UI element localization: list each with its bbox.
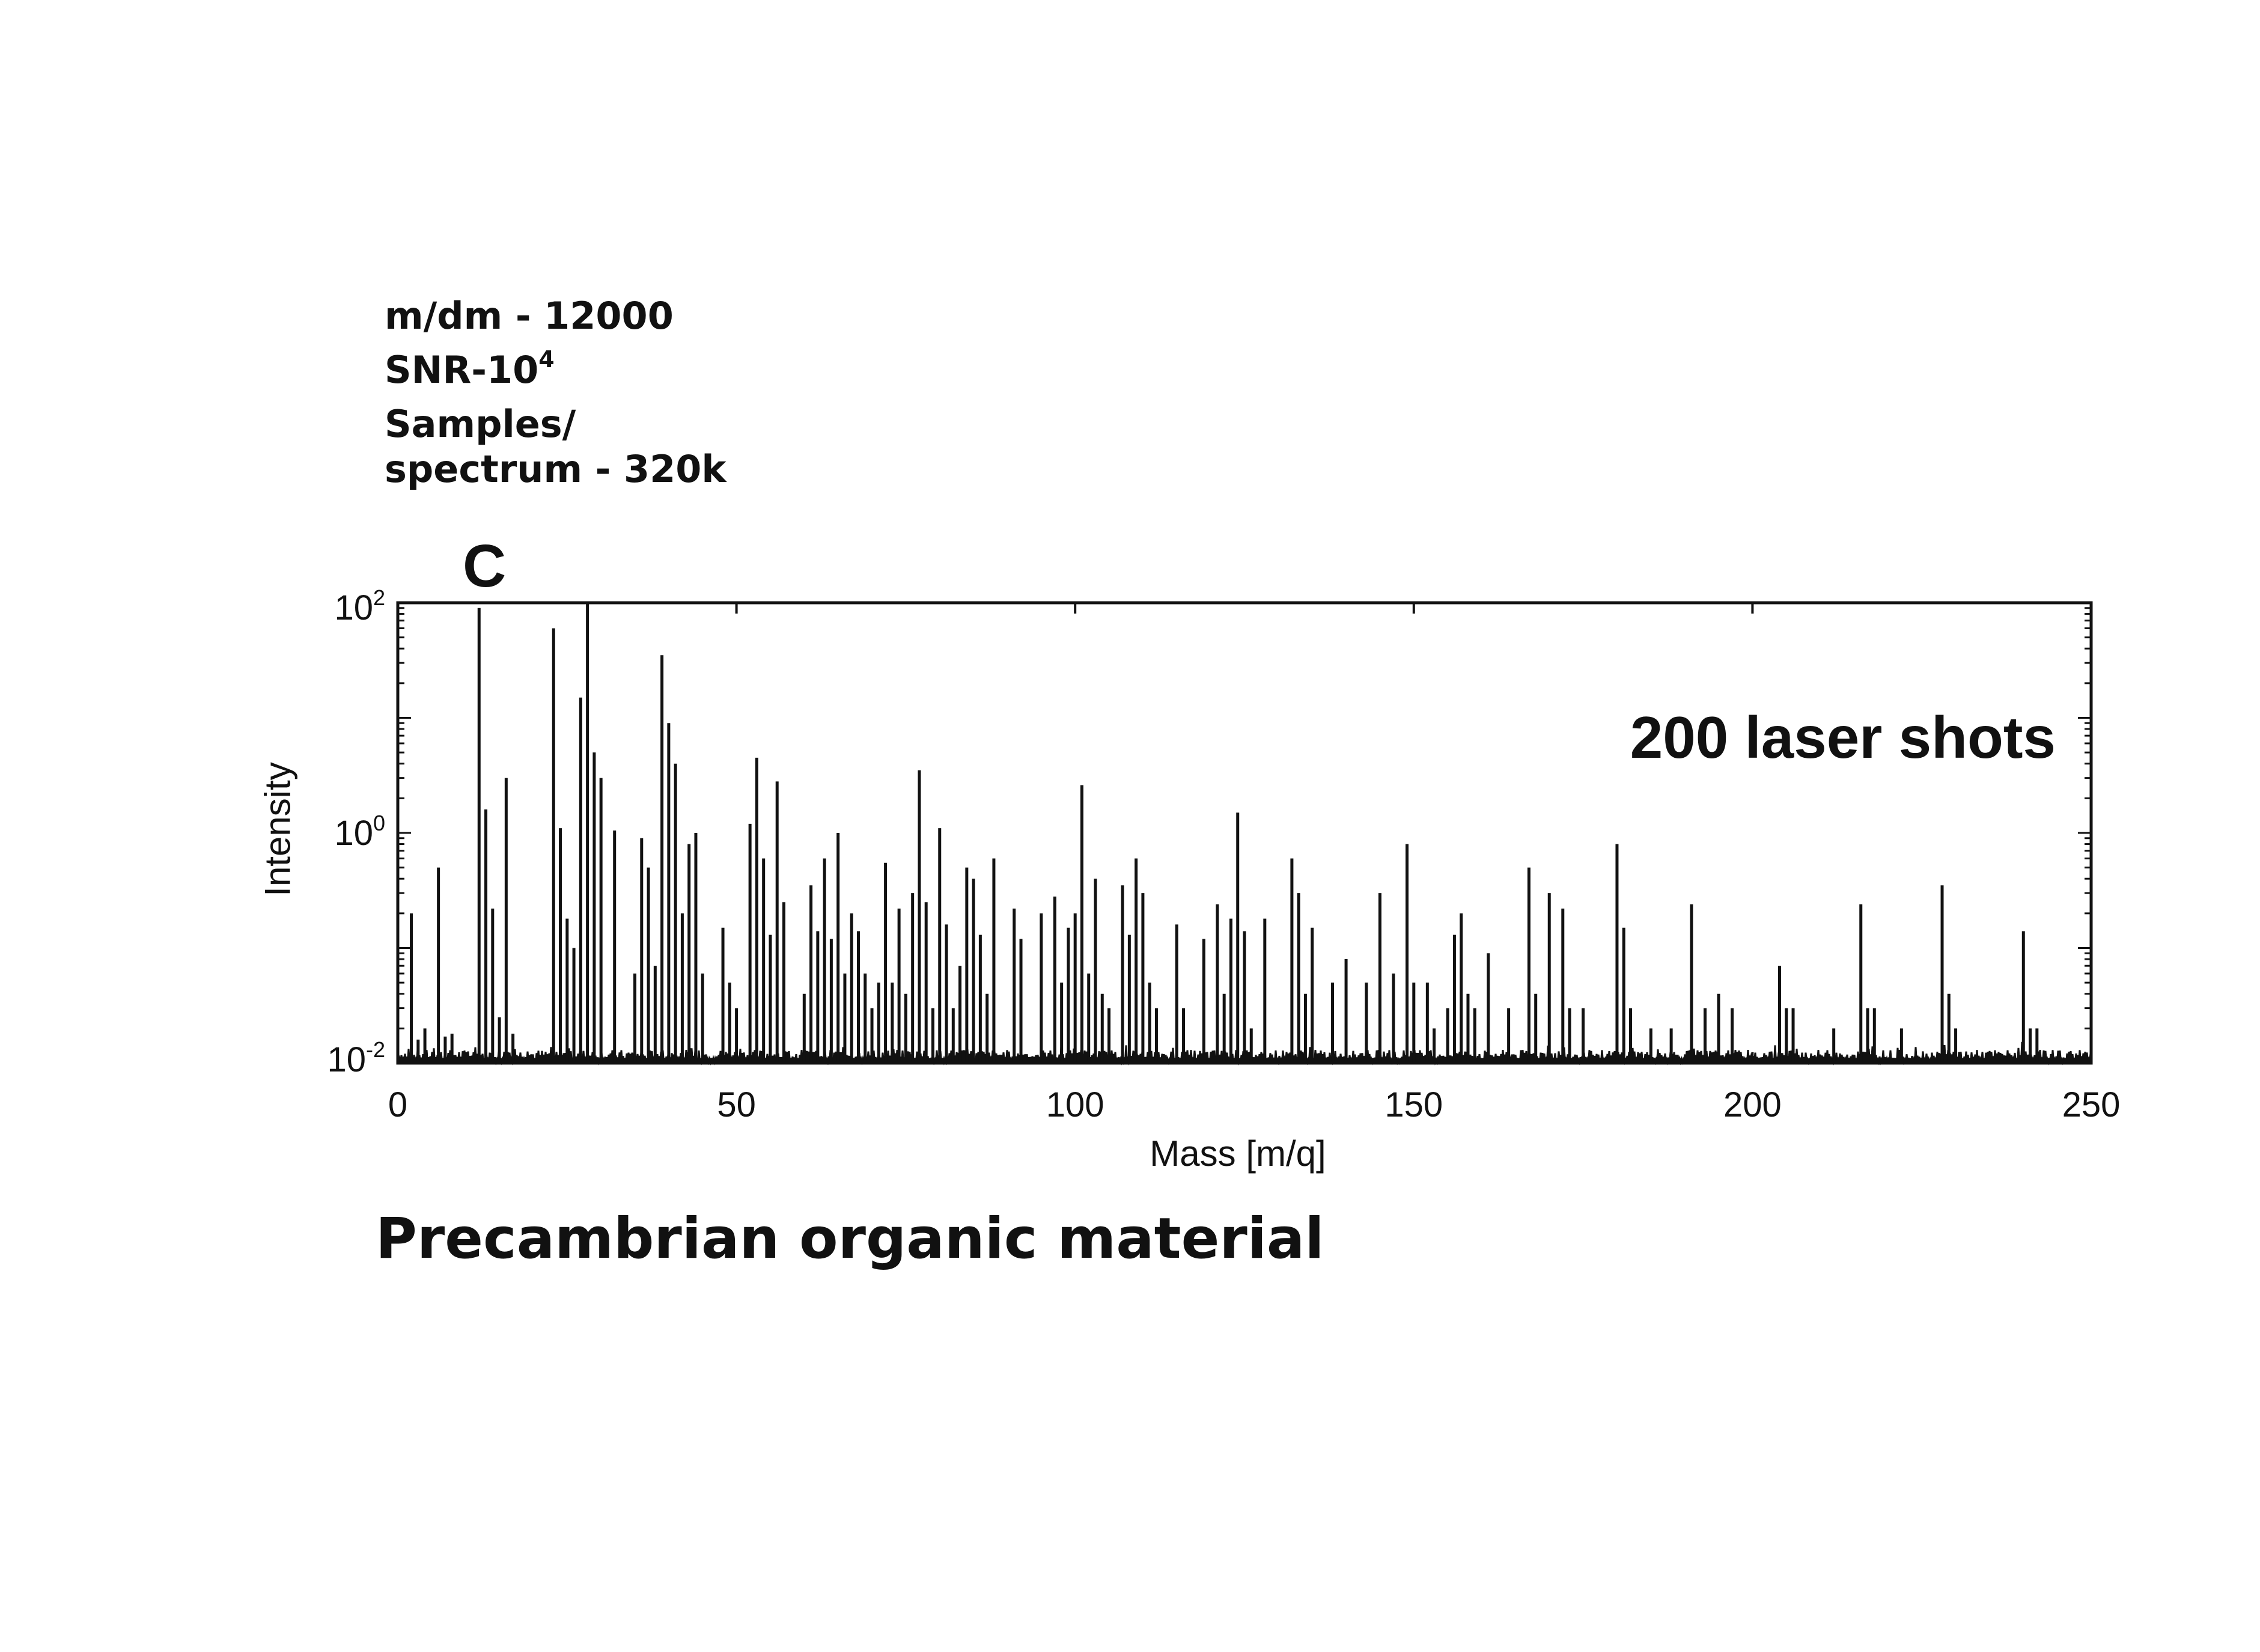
x-axis-label: Mass [m/q] (1150, 1133, 1326, 1174)
y-tick-base: 10 (334, 814, 373, 853)
snr-prefix: SNR-10 (385, 348, 539, 392)
plot-frame (396, 601, 2093, 1065)
y-tick-label-100: 102 (334, 585, 385, 628)
y-tick-exp: 0 (373, 811, 385, 835)
x-tick-label-50: 50 (717, 1085, 756, 1124)
instrument-info-snr: SNR-104 (385, 348, 555, 389)
y-tick-exp: -2 (365, 1037, 385, 1062)
instrument-info-line3: Samples/ (385, 402, 576, 446)
instrument-info-line4: spectrum - 320k (385, 447, 726, 491)
caption: Precambrian organic material (376, 1206, 1324, 1272)
y-tick-base: 10 (327, 1040, 366, 1079)
x-tick-label-0: 0 (388, 1085, 408, 1124)
x-tick-label-100: 100 (1046, 1085, 1104, 1124)
x-tick-label-200: 200 (1723, 1085, 1782, 1124)
panel-letter: C (463, 532, 507, 600)
instrument-info-line1: m/dm - 12000 (385, 294, 674, 338)
x-tick-label-250: 250 (2062, 1085, 2121, 1124)
peak-series (410, 603, 2039, 1063)
y-tick-label-1: 100 (334, 811, 385, 853)
y-axis-label: Intensity (257, 762, 298, 897)
snr-exponent: 4 (538, 346, 555, 373)
y-tick-exp: 2 (373, 585, 385, 610)
y-tick-label-0.01: 10-2 (327, 1037, 385, 1080)
y-tick-base: 10 (334, 588, 373, 627)
x-tick-label-150: 150 (1384, 1085, 1443, 1124)
inset-label: 200 laser shots (1630, 704, 2056, 770)
